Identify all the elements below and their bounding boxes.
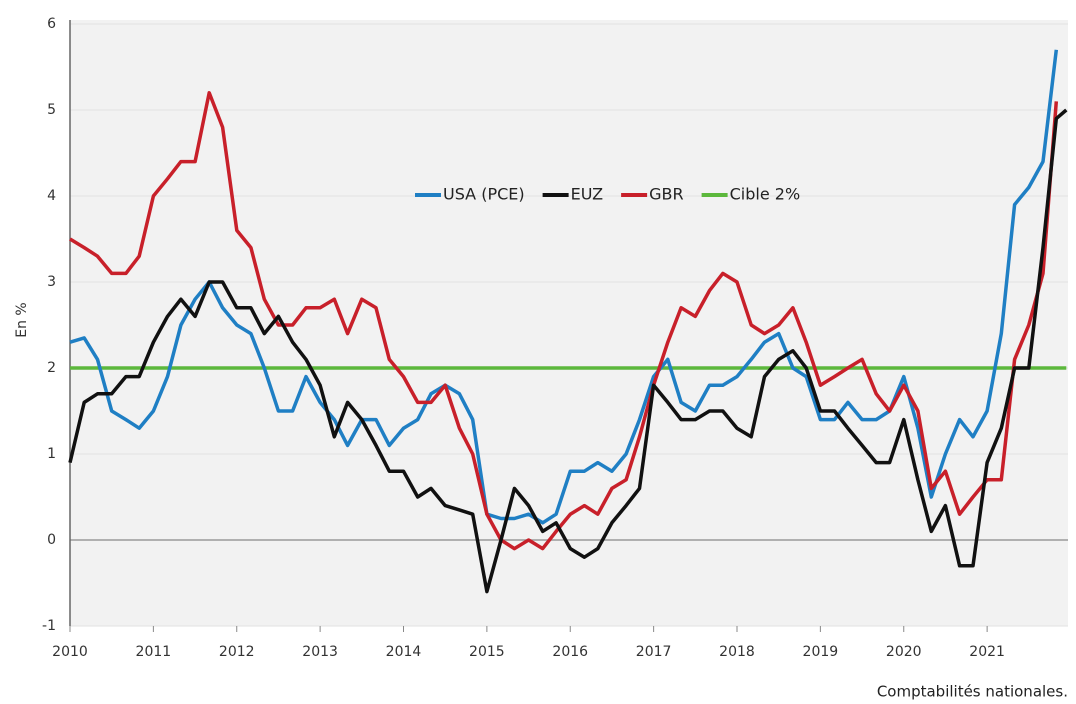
x-tick-label: 2015 — [469, 644, 505, 660]
y-axis-label: En % — [14, 302, 30, 337]
source-note: Comptabilités nationales. — [877, 683, 1068, 701]
x-tick-label: 2018 — [719, 644, 755, 660]
y-tick-label: 4 — [47, 188, 56, 204]
plot-background — [70, 20, 1068, 626]
legend-label: USA (PCE) — [443, 185, 525, 204]
x-tick-label: 2020 — [886, 644, 922, 660]
y-tick-label: 2 — [47, 360, 56, 376]
y-tick-label: 6 — [47, 16, 56, 32]
legend-label: EUZ — [571, 185, 604, 204]
legend-label: GBR — [649, 185, 684, 204]
x-tick-label: 2012 — [219, 644, 255, 660]
y-tick-label: 1 — [47, 446, 56, 462]
x-tick-label: 2021 — [969, 644, 1005, 660]
y-tick-label: -1 — [42, 618, 56, 634]
x-tick-label: 2014 — [386, 644, 422, 660]
series-line — [68, 108, 1068, 594]
x-tick-label: 2013 — [302, 644, 338, 660]
x-tick-label: 2010 — [52, 644, 88, 660]
x-tick-label: 2019 — [803, 644, 839, 660]
series-line — [69, 91, 1059, 551]
y-tick-label: 0 — [47, 532, 56, 548]
x-tick-label: 2017 — [636, 644, 672, 660]
y-tick-label: 5 — [47, 102, 56, 118]
y-tick-label: 3 — [47, 274, 56, 290]
x-tick-label: 2016 — [552, 644, 588, 660]
legend-label: Cible 2% — [730, 185, 801, 204]
x-tick-label: 2011 — [136, 644, 172, 660]
